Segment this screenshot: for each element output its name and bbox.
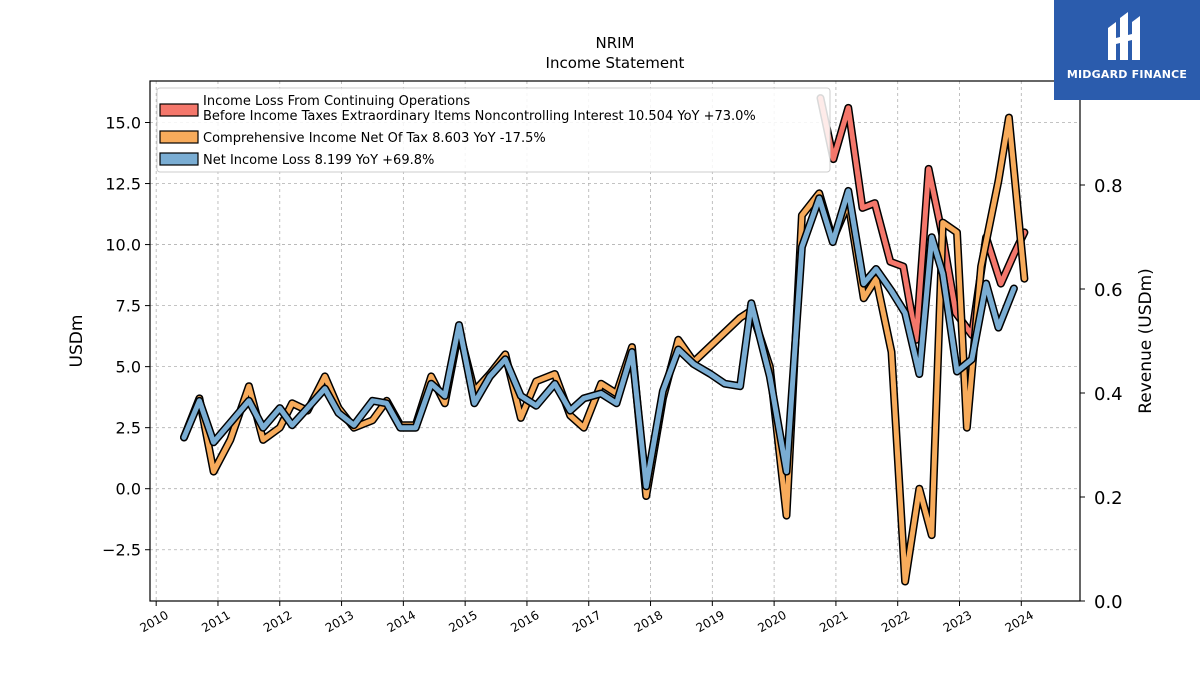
x-tick-label: 2024 (1003, 608, 1036, 635)
series-line-net-income (181, 188, 1017, 489)
chart-title: NRIM (595, 34, 634, 52)
x-tick-label: 2012 (261, 608, 294, 635)
y2-tick-label: 0.8 (1094, 176, 1123, 197)
x-tick-label: 2020 (755, 608, 788, 635)
legend: Income Loss From Continuing Operations B… (156, 87, 831, 173)
y-tick-label: 0.0 (116, 480, 141, 499)
y2-tick-label: 0.2 (1094, 488, 1123, 509)
x-axis: 2010 2011 2012 2013 2014 2015 2016 2017 2018 2019… (137, 601, 1036, 635)
y2-axis-label: Revenue (USDm) (1136, 268, 1156, 414)
y-tick-label: 15.0 (105, 114, 141, 133)
y-tick-label: 12.5 (105, 175, 141, 194)
chart-subtitle: Income Statement (546, 54, 685, 72)
x-tick-label: 2017 (570, 608, 603, 635)
y-tick-label: 2.5 (116, 419, 141, 438)
y2-tick-label: 0.6 (1094, 280, 1123, 301)
y-tick-label: 10.0 (105, 236, 141, 255)
legend-box (156, 87, 831, 173)
series-outline-comprehensive-income (180, 113, 1029, 586)
legend-swatch-income-before-taxes (159, 103, 199, 117)
x-tick-label: 2018 (632, 608, 665, 635)
legend-swatch-comprehensive-income (159, 130, 199, 144)
legend-label-net-income: Net Income Loss 8.199 YoY +69.8% (203, 153, 434, 168)
y-tick-label: 7.5 (116, 297, 141, 316)
logo-text: MIDGARD FINANCE (1066, 68, 1188, 81)
legend-swatch-net-income (159, 152, 199, 166)
x-tick-label: 2021 (817, 608, 850, 635)
series-layer (180, 94, 1029, 586)
x-tick-label: 2014 (385, 608, 418, 635)
x-tick-label: 2016 (508, 608, 541, 635)
legend-label-income-before-taxes-line2: Before Income Taxes Extraordinary Items … (203, 109, 756, 124)
x-tick-label: 2015 (446, 608, 479, 635)
y-tick-label: −2.5 (102, 541, 141, 560)
y2-tick-label: 0.0 (1094, 592, 1123, 613)
y2-tick-label: 0.4 (1094, 384, 1123, 405)
legend-label-comprehensive-income: Comprehensive Income Net Of Tax 8.603 Yo… (203, 131, 546, 146)
y-axis-label: USDm (67, 315, 87, 368)
series-line-income-before-taxes (818, 95, 1027, 343)
x-tick-label: 2019 (694, 608, 727, 635)
brand-logo: MIDGARD FINANCE (1054, 0, 1200, 100)
y-axis-right: 0.0 0.2 0.4 0.6 0.8 (1080, 176, 1123, 613)
y-tick-label: 5.0 (116, 358, 141, 377)
x-tick-label: 2022 (879, 608, 912, 635)
x-tick-label: 2023 (941, 608, 974, 635)
series-line-comprehensive-income (181, 115, 1027, 584)
x-tick-label: 2011 (199, 608, 232, 635)
x-tick-label: 2013 (323, 608, 356, 635)
x-tick-label: 2010 (137, 608, 170, 635)
y-axis-left: −2.5 0.0 2.5 5.0 7.5 10.0 12.5 15.0 (102, 114, 150, 560)
legend-label-income-before-taxes: Income Loss From Continuing Operations (203, 94, 470, 109)
plot-frame (149, 80, 1081, 602)
midgard-logo-icon (1108, 12, 1140, 60)
